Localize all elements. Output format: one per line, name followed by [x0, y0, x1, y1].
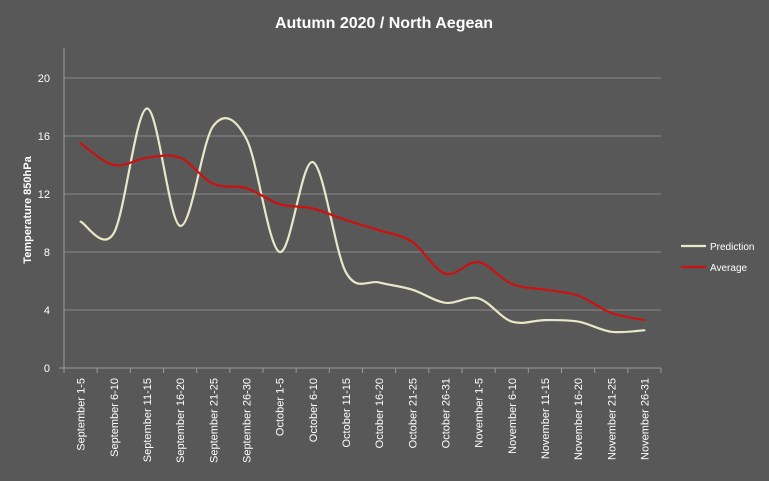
x-tick-label: November 1-5 — [474, 378, 486, 448]
series-line-average — [79, 142, 646, 322]
axes — [59, 48, 662, 373]
y-tick-labels: 0 4 8 12 16 20 — [38, 73, 50, 375]
x-tick-label: September 1-5 — [76, 378, 88, 451]
series-lines — [79, 107, 646, 334]
x-tick-label: September 16-20 — [175, 378, 187, 463]
x-tick-label: October 1-5 — [275, 378, 287, 436]
chart-title: Autumn 2020 / North Aegean — [275, 15, 493, 32]
y-tick-label: 20 — [38, 73, 50, 85]
y-tick-label: 12 — [38, 189, 50, 201]
y-axis-label: Temperature 850hPa — [22, 155, 34, 263]
x-tick-label: November 11-15 — [540, 378, 552, 459]
y-tick-label: 16 — [38, 131, 50, 143]
x-tick-label: November 6-10 — [507, 378, 519, 454]
x-tick-label: September 26-30 — [241, 378, 253, 463]
x-tick-label: September 6-10 — [109, 378, 121, 457]
x-tick-label: October 16-20 — [374, 378, 386, 448]
x-tick-label: September 21-25 — [208, 378, 220, 463]
x-tick-label: November 21-25 — [606, 378, 618, 460]
x-tick-label: October 6-10 — [308, 378, 320, 442]
x-tick-label: October 11-15 — [341, 378, 353, 448]
x-tick-label: October 21-25 — [407, 378, 419, 448]
legend-label: Average — [710, 263, 748, 274]
y-tick-label: 0 — [44, 363, 50, 375]
x-tick-label: October 26-31 — [440, 378, 452, 448]
legend-label: Prediction — [710, 242, 754, 253]
x-tick-label: November 26-31 — [639, 378, 651, 460]
gridlines — [64, 77, 661, 311]
legend: Prediction Average — [681, 242, 754, 274]
x-tick-label: September 11-15 — [142, 378, 154, 462]
x-tick-labels: September 1-5 September 6-10 September 11-… — [76, 378, 652, 463]
y-tick-label: 8 — [44, 247, 50, 259]
y-tick-label: 4 — [44, 305, 50, 317]
series-line-prediction — [79, 107, 646, 334]
x-tick-label: November 16-20 — [573, 378, 585, 460]
